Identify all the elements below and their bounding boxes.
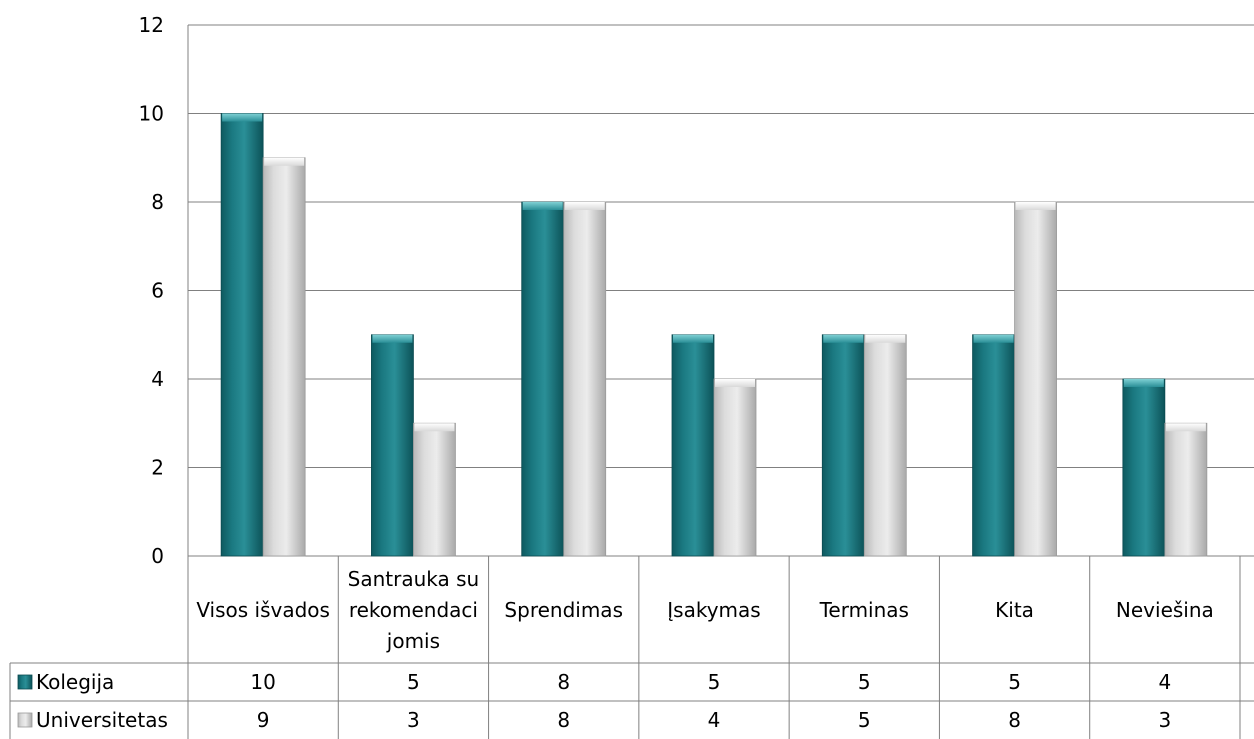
table-value: 3 — [1158, 708, 1171, 732]
bar-cap — [264, 157, 305, 166]
bar-body — [863, 334, 907, 557]
bar-body — [821, 334, 865, 557]
y-tick-label: 8 — [151, 190, 164, 214]
table-value: 9 — [257, 708, 270, 732]
category-label: Neviešina — [1116, 598, 1214, 622]
category-label: jomis — [386, 629, 440, 653]
category-label: Santrauka su — [348, 567, 480, 591]
bar-universitetas — [1164, 422, 1208, 557]
bar-cap — [1165, 423, 1206, 432]
category-label: Kita — [995, 598, 1034, 622]
table-value: 5 — [708, 670, 721, 694]
bar-universitetas — [713, 378, 757, 557]
bar-cap — [372, 334, 413, 343]
table-value: 5 — [407, 670, 420, 694]
bar-cap — [823, 334, 864, 343]
bar-body — [220, 113, 264, 557]
bar-body — [1122, 378, 1166, 557]
bar-universitetas — [1014, 201, 1057, 557]
bar-cap — [222, 113, 263, 122]
bar-universitetas — [863, 334, 907, 557]
bar-cap — [673, 334, 713, 343]
bar-cap — [522, 202, 563, 210]
bar-kolegija — [521, 201, 565, 557]
bar-body — [563, 201, 607, 557]
bar-body — [413, 422, 456, 557]
bar-body — [1014, 201, 1057, 557]
bar-cap — [1015, 202, 1056, 210]
bar-kolegija — [972, 334, 1015, 557]
bar-universitetas — [262, 157, 306, 557]
legend-swatch — [17, 674, 33, 690]
y-tick-label: 2 — [151, 456, 164, 480]
table-value: 8 — [557, 670, 570, 694]
bar-kolegija — [1122, 378, 1166, 557]
bar-cap — [414, 423, 455, 432]
y-tick-label: 4 — [151, 367, 164, 391]
category-label: Terminas — [819, 598, 909, 622]
legend-label: Universitetas — [36, 708, 168, 732]
bar-cap — [865, 334, 906, 343]
y-axis: 0 2 4 6 8 10 12 — [139, 13, 164, 568]
y-tick-label: 6 — [151, 279, 164, 303]
bar-cap — [564, 202, 605, 210]
bar-kolegija — [371, 334, 414, 557]
table-value: 5 — [858, 670, 871, 694]
bar-body — [521, 201, 565, 557]
table-value: 5 — [858, 708, 871, 732]
bar-body — [262, 157, 306, 557]
y-tick-label: 10 — [139, 102, 164, 126]
category-label: Įsakymas — [667, 598, 760, 622]
bar-kolegija — [220, 113, 264, 557]
bar-kolegija — [671, 334, 715, 557]
table-value: 4 — [1158, 670, 1171, 694]
legend-swatch — [17, 712, 33, 728]
bar-body — [671, 334, 715, 557]
bar-cap — [715, 379, 755, 387]
table-value: 10 — [250, 670, 275, 694]
category-label: rekomendaci — [349, 598, 478, 622]
y-tick-label: 12 — [139, 13, 164, 37]
y-tick-label: 0 — [151, 544, 164, 568]
table-value: 8 — [1008, 708, 1021, 732]
table-value: 5 — [1008, 670, 1021, 694]
bar-kolegija — [821, 334, 865, 557]
table-value: 8 — [557, 708, 570, 732]
bar-universitetas — [413, 422, 456, 557]
data-table: Visos išvados Santrauka su rekomendaci jomi… — [9, 556, 1254, 739]
category-label: Sprendimas — [504, 598, 623, 622]
bar-universitetas — [563, 201, 607, 557]
bar-body — [972, 334, 1015, 557]
bar-body — [371, 334, 414, 557]
table-value: 3 — [407, 708, 420, 732]
bar-body — [713, 378, 757, 557]
bars — [220, 113, 1208, 557]
bar-cap — [1123, 379, 1164, 387]
bar-body — [1164, 422, 1208, 557]
bar-cap — [973, 334, 1014, 343]
legend-label: Kolegija — [36, 670, 114, 694]
table-value: 4 — [708, 708, 721, 732]
category-label: Visos išvados — [196, 598, 330, 622]
